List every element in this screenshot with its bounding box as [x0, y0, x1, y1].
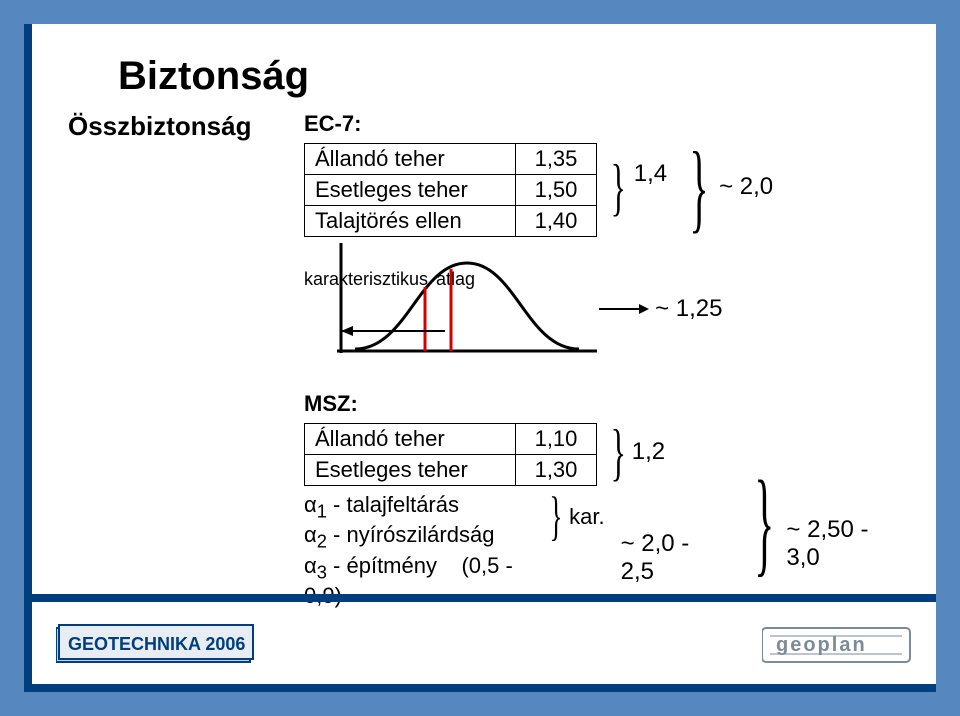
slide-title: Biztonság: [118, 54, 900, 99]
left-heading: Összbiztonság: [68, 111, 268, 142]
svg-text:GEOTECHNIKA 2006: GEOTECHNIKA 2006: [68, 634, 245, 654]
ec7-brace1: 1,4: [634, 160, 667, 188]
curve-ratio: ~ 1,25: [599, 295, 722, 323]
svg-text:geoplan: geoplan: [776, 634, 867, 656]
brace-icon: }: [611, 158, 626, 216]
ec7-heading: EC-7:: [304, 111, 900, 137]
logo-geotechnika: GEOTECHNIKA 2006: [56, 618, 256, 674]
alpha-list: α1 - talajfeltárás α2 - nyírószilárdság …: [304, 492, 539, 609]
logo-geoplan: geoplan: [762, 624, 912, 668]
msz-table: Állandó teher1,10 Esetleges teher1,30: [304, 423, 597, 486]
msz-heading: MSZ:: [304, 391, 900, 417]
msz-brace1: 1,2: [632, 438, 665, 466]
ec7-brace2: ~ 2,0: [719, 173, 773, 201]
brace-icon: }: [689, 142, 708, 232]
msz-overall: ~ 2,50 - 3,0: [786, 516, 900, 572]
msz-kar: kar.: [569, 504, 604, 530]
distribution-curve: [327, 243, 607, 363]
ec7-table: Állandó teher1,35 Esetleges teher1,50 Ta…: [304, 143, 597, 237]
brace-icon: }: [611, 423, 626, 481]
msz-range2: ~ 2,0 - 2,5: [621, 530, 722, 586]
brace-icon: }: [754, 472, 774, 572]
footer: GEOTECHNIKA 2006 geoplan: [32, 594, 936, 684]
brace-icon: }: [550, 492, 563, 540]
